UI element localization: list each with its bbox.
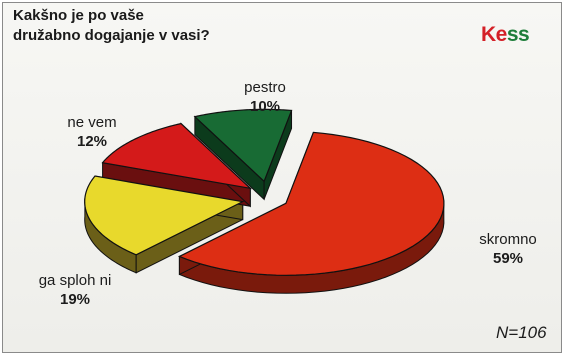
kess-logo: Kess [481, 23, 530, 46]
slice-ne-vem [101, 122, 253, 190]
sample-size-note: N=106 [496, 323, 547, 342]
title-line-1: Kakšno je po vaše [13, 7, 144, 24]
slice-label-ga-sploh-ni: ga sploh ni 19% [10, 271, 140, 309]
slice-value-skromno: 59% [492, 250, 524, 267]
slice-value-ne-vem: 12% [76, 133, 108, 150]
slice-name-ne-vem: ne vem [67, 114, 117, 131]
slice-name-skromno: skromno [479, 231, 537, 248]
slice-ga-sploh-ni [84, 175, 245, 256]
chart-title: Kakšno je po vaše družabno dogajanje v v… [13, 6, 210, 46]
slice-pestro [193, 108, 293, 183]
slice-label-pestro: pestro 10% [220, 78, 310, 116]
slice-name-pestro: pestro [244, 79, 286, 96]
title-line-2: družabno dogajanje v vasi? [13, 27, 210, 44]
slice-value-ga-sploh-ni: 19% [59, 291, 91, 308]
slice-label-skromno: skromno 59% [468, 230, 548, 268]
slice-label-ne-vem: ne vem 12% [42, 113, 142, 151]
slice-name-ga-sploh-ni: ga sploh ni [38, 272, 112, 289]
slice-skromno [177, 131, 445, 276]
slice-value-pestro: 10% [249, 98, 281, 115]
